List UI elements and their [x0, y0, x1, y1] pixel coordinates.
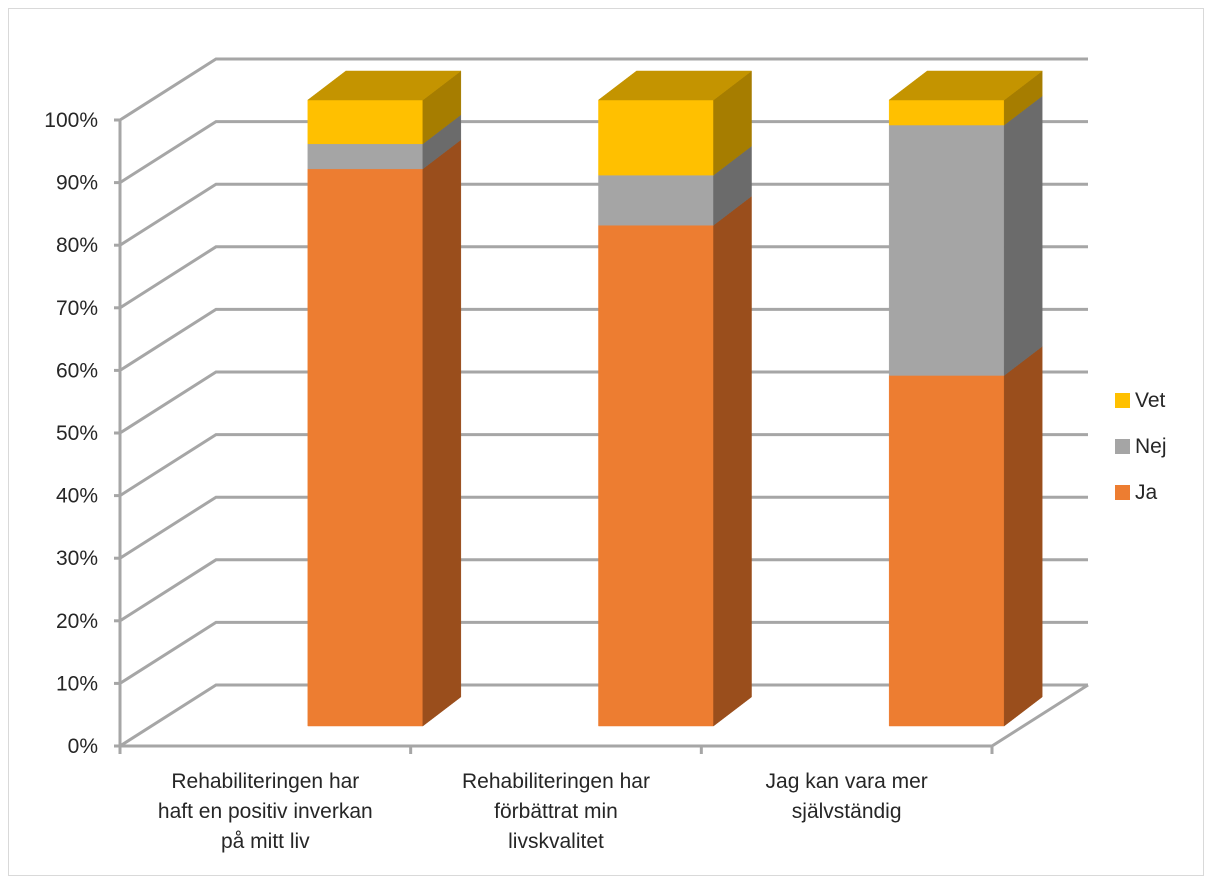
- y-tick-label: 30%: [56, 547, 98, 570]
- bar-side-ja: [422, 139, 462, 727]
- gridline: [119, 307, 1088, 372]
- x-category-label-line: självständig: [792, 800, 902, 823]
- x-axis-category-labels: Rehabiliteringen har haft en positiv inve…: [158, 770, 928, 853]
- x-category-label-line: Rehabiliteringen har: [462, 770, 650, 793]
- gridline: [119, 495, 1088, 560]
- y-tick-label: 70%: [56, 297, 98, 320]
- x-category-label-line: på mitt liv: [221, 830, 310, 853]
- legend-item: Vet: [1115, 389, 1166, 412]
- legend-label: Ja: [1135, 481, 1158, 504]
- x-category-label: Rehabiliteringen har förbättrat min livskv…: [462, 770, 650, 853]
- y-axis-tick-labels: 0% 10% 20% 30% 40% 50% 60% 70% 80% 90% 100%: [44, 109, 98, 758]
- gridline: [119, 245, 1088, 310]
- bar-stack: [597, 70, 753, 727]
- gridline: [119, 433, 1088, 497]
- bar-top-vet: [597, 70, 753, 101]
- gridline: [119, 620, 1088, 685]
- legend-item: Nej: [1115, 435, 1167, 458]
- legend-item: Ja: [1115, 481, 1158, 504]
- legend-label: Nej: [1135, 435, 1167, 458]
- y-tick-label: 80%: [56, 234, 98, 257]
- bar-segment-ja: [307, 168, 424, 727]
- x-category-label-line: förbättrat min: [494, 800, 618, 823]
- gridline: [119, 182, 1088, 247]
- bar-stack: [307, 70, 462, 727]
- y-tick-label: 90%: [56, 172, 98, 195]
- y-tick-label: 20%: [56, 610, 98, 633]
- bar-top-vet: [307, 70, 462, 101]
- legend-swatch: [1115, 439, 1130, 454]
- y-tick-label: 10%: [56, 672, 98, 695]
- chart-bars: [307, 70, 1043, 727]
- bar-segment-ja: [888, 375, 1005, 727]
- x-category-label-line: Jag kan vara mer: [766, 770, 928, 793]
- y-tick-label: 40%: [56, 485, 98, 508]
- bar-segment-vet: [307, 99, 424, 145]
- bar-side-ja: [1003, 345, 1043, 727]
- bar-stack: [888, 70, 1043, 727]
- x-category-label-line: Rehabiliteringen har: [171, 770, 359, 793]
- bar-segment-ja: [598, 224, 714, 727]
- bar-segment-nej: [888, 124, 1005, 376]
- bar-segment-vet: [598, 99, 714, 176]
- bar-segment-vet: [888, 99, 1005, 126]
- legend: Vet Nej Ja: [1115, 389, 1167, 504]
- chart-walls: [114, 57, 1089, 754]
- gridline: [119, 57, 1088, 122]
- bar-segment-nej: [307, 143, 424, 170]
- y-tick-label: 0%: [68, 735, 98, 758]
- x-category-label-line: haft en positiv inverkan: [158, 800, 373, 823]
- legend-swatch: [1115, 485, 1130, 500]
- y-tick-label: 100%: [44, 109, 98, 132]
- gridline: [119, 120, 1088, 184]
- x-category-label: Rehabiliteringen har haft en positiv inve…: [158, 770, 373, 853]
- gridline: [119, 370, 1088, 435]
- bar-top-vet: [888, 70, 1043, 101]
- bar-side-ja: [713, 195, 752, 727]
- gridline: [119, 683, 1088, 748]
- legend-label: Vet: [1135, 389, 1166, 412]
- bar-side-nej: [1003, 95, 1043, 376]
- x-category-label: Jag kan vara mer självständig: [766, 770, 928, 823]
- x-category-label-line: livskvalitet: [508, 830, 604, 853]
- gridline: [119, 558, 1088, 623]
- y-tick-label: 60%: [56, 359, 98, 382]
- y-tick-label: 50%: [56, 422, 98, 445]
- legend-swatch: [1115, 393, 1130, 408]
- bar-segment-nej: [598, 174, 714, 226]
